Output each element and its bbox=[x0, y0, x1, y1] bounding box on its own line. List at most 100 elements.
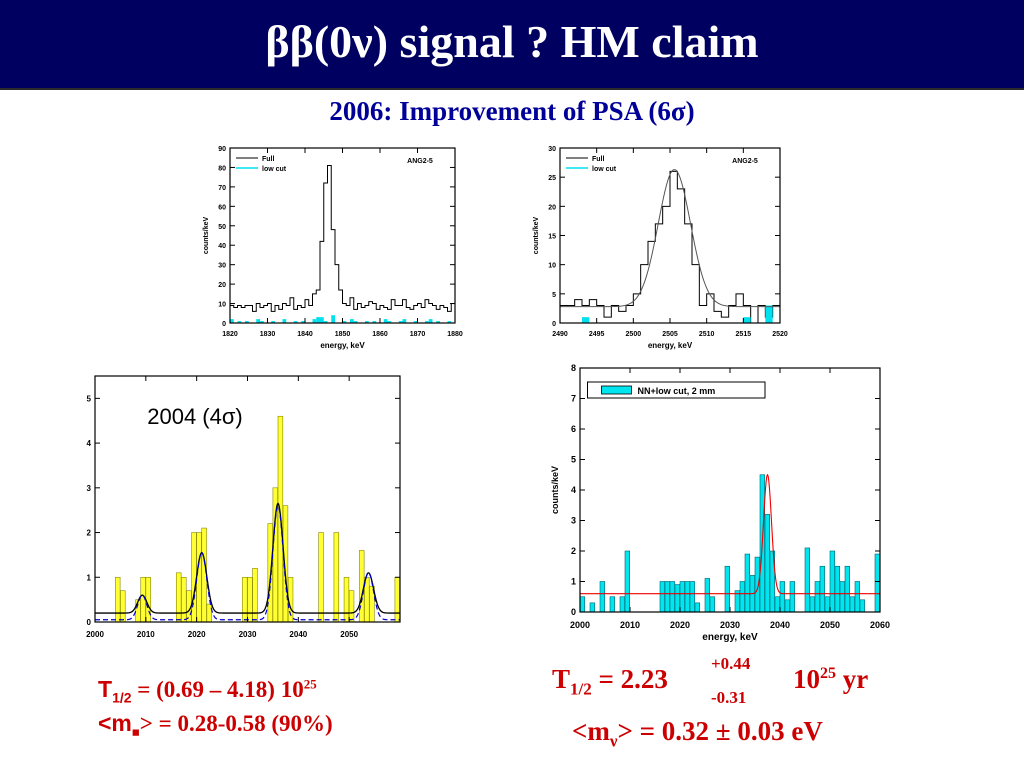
y-axis-label: counts/keV bbox=[550, 466, 560, 514]
histogram-bar bbox=[609, 596, 615, 612]
series-low-cut-bar bbox=[765, 305, 773, 323]
histogram-bar bbox=[764, 514, 770, 612]
x-axis-label: energy, keV bbox=[320, 341, 365, 350]
x-tick-label: 2040 bbox=[770, 620, 790, 630]
legend-label-low-cut: low cut bbox=[592, 166, 617, 173]
series-low-cut-bar bbox=[428, 319, 433, 323]
x-tick-label: 2515 bbox=[736, 331, 752, 338]
plot-area bbox=[580, 473, 880, 612]
series-low-cut-bar bbox=[282, 319, 287, 323]
x-tick-label: 1820 bbox=[222, 331, 238, 338]
detector-annotation: ANG2-5 bbox=[407, 158, 433, 165]
series-low-cut-bar bbox=[256, 319, 260, 323]
gauss-fit-curve bbox=[560, 169, 780, 308]
y-tick-label: 20 bbox=[218, 282, 226, 289]
x-tick-label: 1860 bbox=[372, 331, 388, 338]
mass-value: > = 0.32 ± 0.03 eV bbox=[617, 716, 823, 746]
y-tick-label: 30 bbox=[218, 263, 226, 270]
plot-area bbox=[95, 415, 400, 622]
plot-area bbox=[230, 165, 455, 323]
histogram-bar bbox=[394, 576, 400, 622]
series-low-cut-bar bbox=[436, 321, 440, 323]
series-low-cut-bar bbox=[237, 321, 242, 323]
histogram-bar bbox=[145, 576, 151, 622]
series-low-cut-bar bbox=[398, 321, 403, 323]
series-low-cut-bar bbox=[271, 321, 275, 323]
mass-open: <m bbox=[98, 710, 132, 736]
histogram-bar bbox=[580, 596, 585, 612]
y-tick-label: 10 bbox=[548, 263, 556, 270]
histogram-bar bbox=[874, 553, 880, 612]
histogram-bar bbox=[859, 599, 865, 612]
histogram-bar bbox=[619, 596, 625, 612]
y-axis-label: counts/keV bbox=[533, 217, 540, 255]
legend-label-low-cut: low cut bbox=[262, 166, 287, 173]
ten-base: 10 bbox=[793, 664, 820, 694]
histogram-bar bbox=[829, 550, 835, 612]
series-low-cut-bar bbox=[383, 319, 388, 323]
halflife-symbol: T bbox=[98, 676, 113, 702]
histogram-bar bbox=[854, 581, 860, 612]
histogram-bar bbox=[774, 596, 780, 612]
plot-2006-zoom: 2490 2495 2500 2505 2510 2515 2520 0 5 10 15 20 25 30… bbox=[518, 140, 798, 355]
y-tick-label: 70 bbox=[218, 185, 226, 192]
histogram-bar bbox=[839, 581, 845, 612]
histogram-bar bbox=[348, 590, 355, 622]
histogram-bar bbox=[333, 532, 339, 622]
y-tick-label: 10 bbox=[218, 302, 226, 309]
series-low-cut-bar bbox=[353, 321, 358, 323]
histogram-bar bbox=[252, 568, 258, 622]
halflife-subscript: 1/2 bbox=[112, 689, 132, 706]
y-tick-label: 15 bbox=[548, 234, 556, 241]
x-tick-label: 2510 bbox=[699, 331, 715, 338]
plot-2006-full-range: 1820 1830 1840 1850 1860 1870 1880 0 10 20 30 40 50 6… bbox=[190, 140, 465, 355]
histogram-bar bbox=[704, 578, 710, 612]
year-annotation: 2004 (4σ) bbox=[147, 404, 243, 429]
y-tick-label: 25 bbox=[548, 175, 556, 182]
result-2006-mass: <mν> = 0.32 ± 0.03 eV bbox=[572, 716, 823, 751]
plot-2006-nn-cut: 2000 2010 2020 2030 2040 2050 2060 0 1 2 3 4 5 6 7 8 ene… bbox=[540, 360, 900, 645]
histogram-bar bbox=[694, 602, 700, 612]
halflife-value: = 2.23 bbox=[591, 664, 668, 694]
legend-label-full: Full bbox=[262, 156, 274, 163]
histogram-bar bbox=[844, 565, 850, 612]
mass-subscript: ν bbox=[609, 731, 618, 751]
detector-annotation: ANG2-5 bbox=[732, 158, 758, 165]
error-minus: -0.31 bbox=[711, 688, 747, 707]
series-low-cut-bar bbox=[293, 321, 298, 323]
histogram-bar bbox=[849, 596, 855, 612]
x-tick-label: 2490 bbox=[552, 331, 568, 338]
series-low-cut-bar bbox=[402, 319, 407, 323]
y-tick-label: 20 bbox=[548, 204, 556, 211]
histogram-bar bbox=[201, 527, 207, 622]
histogram-bar bbox=[599, 581, 605, 612]
x-tick-label: 2030 bbox=[720, 620, 740, 630]
y-tick-label: 80 bbox=[218, 165, 226, 172]
y-tick-label: 4 bbox=[571, 485, 576, 495]
halflife-exponent: 25 bbox=[820, 665, 836, 682]
y-tick-label: 5 bbox=[552, 292, 556, 299]
x-tick-label: 2505 bbox=[662, 331, 678, 338]
series-low-cut-bar bbox=[372, 321, 377, 323]
y-axis-label: counts/keV bbox=[203, 217, 210, 255]
halflife-subscript: 1/2 bbox=[570, 679, 592, 699]
histogram-bar bbox=[784, 599, 790, 612]
x-tick-label: 2495 bbox=[589, 331, 605, 338]
halflife-range: = (0.69 – 4.18) 10 bbox=[131, 677, 304, 702]
result-2004-halflife: T1/2 = (0.69 – 4.18) 1025 bbox=[98, 676, 317, 706]
histogram-bar bbox=[191, 532, 197, 622]
x-tick-label: 2010 bbox=[620, 620, 640, 630]
histogram-bar bbox=[809, 596, 815, 612]
histogram-bar bbox=[196, 532, 202, 622]
series-low-cut-bar bbox=[350, 319, 354, 323]
histogram-bar bbox=[589, 602, 595, 612]
y-tick-label: 2 bbox=[87, 529, 92, 538]
histogram-bar bbox=[709, 596, 715, 612]
y-tick-label: 40 bbox=[218, 243, 226, 250]
x-tick-label: 2000 bbox=[570, 620, 590, 630]
y-tick-label: 1 bbox=[87, 573, 92, 582]
histogram-bar bbox=[689, 581, 695, 612]
y-tick-label: 7 bbox=[571, 394, 576, 404]
histogram-bar bbox=[834, 565, 840, 612]
legend-label-full: Full bbox=[592, 156, 604, 163]
